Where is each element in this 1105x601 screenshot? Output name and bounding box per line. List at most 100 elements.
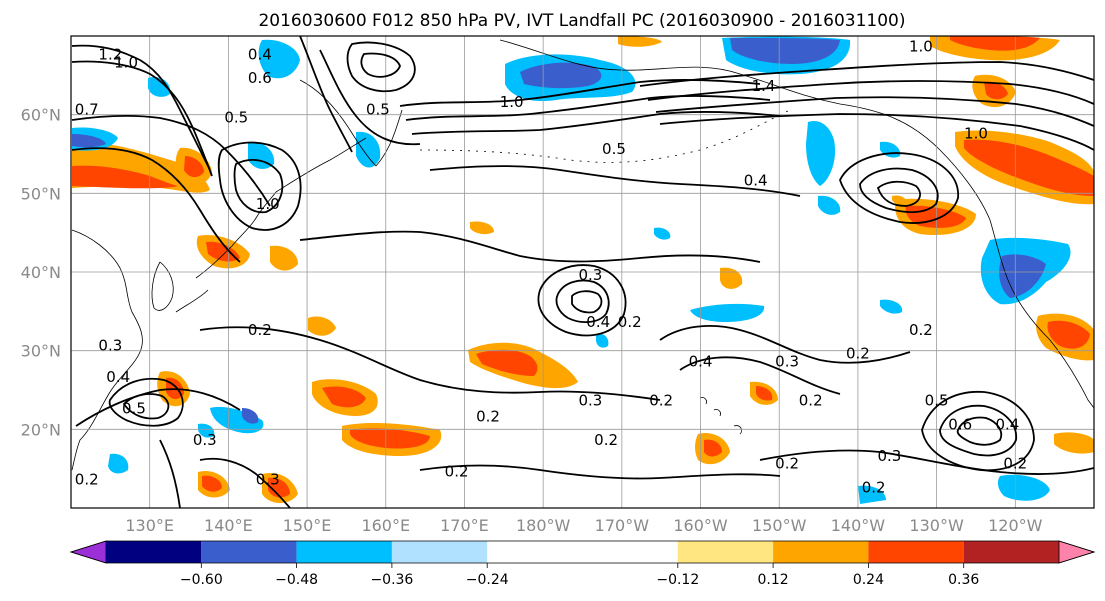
contour-label: 0.2 bbox=[846, 345, 870, 363]
colorbar-cell bbox=[773, 541, 869, 563]
shading-positive-core bbox=[184, 156, 204, 178]
pv-contour bbox=[639, 61, 1094, 87]
shading-positive-core bbox=[72, 165, 178, 189]
contour-label: 0.2 bbox=[1003, 455, 1027, 473]
pv-contour bbox=[956, 416, 1003, 446]
longitude-ticks: 130°E 140°E 150°E 160°E 170°E 180°W 170°W 160°W… bbox=[125, 516, 1042, 535]
contour-label: 0.5 bbox=[122, 400, 146, 418]
shading-positive-core bbox=[206, 241, 240, 262]
colorbar-cell bbox=[296, 541, 392, 563]
colorbar-tick-label: −0.24 bbox=[466, 572, 509, 588]
contour-label: 0.4 bbox=[248, 46, 272, 64]
contour-label: 1.0 bbox=[909, 38, 933, 56]
coastline-north-america bbox=[989, 219, 1094, 409]
shading-positive-core bbox=[476, 349, 538, 376]
contour-label: 0.2 bbox=[75, 470, 99, 488]
pv-contour bbox=[71, 60, 213, 177]
coastline-asia bbox=[71, 229, 143, 471]
shading-negative-region bbox=[858, 485, 886, 504]
contour-label: 0.2 bbox=[618, 313, 642, 331]
shading-negative-region bbox=[108, 453, 129, 474]
colorbar-tick-label: 0.12 bbox=[758, 572, 789, 588]
colorbar-cell bbox=[677, 541, 774, 563]
shading-negative-core bbox=[520, 62, 602, 89]
contour-label: 0.3 bbox=[256, 470, 280, 488]
contour-label: 0.3 bbox=[98, 337, 122, 355]
shading-positive-core bbox=[950, 36, 1040, 51]
shading-negative-region bbox=[880, 299, 903, 314]
pv-contour bbox=[537, 264, 627, 337]
pv-contour bbox=[233, 159, 284, 214]
shading-positive-core bbox=[322, 386, 366, 408]
pv-contour bbox=[71, 147, 241, 263]
shading-negative-core bbox=[72, 134, 106, 148]
coastline-alaska bbox=[499, 39, 991, 221]
shading-positive-region bbox=[720, 267, 743, 289]
contour-label: 1.2 bbox=[98, 46, 122, 64]
longitude-tick-label: 160°W bbox=[673, 516, 728, 535]
contour-label: 0.5 bbox=[925, 392, 949, 410]
contour-label: 0.2 bbox=[248, 321, 272, 339]
pv-contour bbox=[876, 180, 921, 207]
pv-contour bbox=[555, 279, 610, 323]
pv-contour bbox=[346, 41, 416, 93]
latitude-tick-label: 30°N bbox=[21, 342, 61, 361]
coastline-hawaii bbox=[699, 397, 742, 435]
contour-label: 0.3 bbox=[578, 266, 602, 284]
pv-contour bbox=[759, 449, 1094, 475]
latitude-tick-label: 60°N bbox=[21, 106, 61, 125]
longitude-tick-label: 150°E bbox=[283, 516, 332, 535]
pv-contour bbox=[71, 114, 271, 207]
contour-label: 0.7 bbox=[75, 101, 99, 119]
contour-label: 1.0 bbox=[964, 124, 988, 142]
shading-negative-region bbox=[210, 406, 264, 434]
shading-negative-region bbox=[258, 39, 300, 79]
colorbar-extend-high bbox=[1058, 540, 1096, 564]
contour-label: 0.5 bbox=[602, 140, 626, 158]
colorbar-cell bbox=[106, 541, 202, 563]
contour-label: 1.4 bbox=[752, 77, 776, 95]
shading-negative-region bbox=[690, 303, 765, 322]
contour-label: 0.6 bbox=[248, 69, 272, 87]
coastlines bbox=[71, 39, 1094, 471]
pv-contour bbox=[405, 94, 771, 121]
pv-contours bbox=[71, 36, 1094, 508]
pv-contour bbox=[299, 36, 353, 153]
contour-label: 0.3 bbox=[775, 352, 799, 370]
latitude-tick-label: 20°N bbox=[21, 420, 61, 439]
contour-label: 0.3 bbox=[877, 447, 901, 465]
shading-positive-region bbox=[892, 195, 907, 205]
pv-contour bbox=[122, 393, 170, 420]
shading-negative-region bbox=[818, 195, 841, 215]
shading-positive-core bbox=[756, 386, 773, 401]
shading-negative-region bbox=[654, 227, 671, 240]
pv-contour bbox=[199, 457, 291, 508]
longitude-tick-label: 170°W bbox=[595, 516, 650, 535]
colorbar-tick-label: 0.24 bbox=[853, 572, 884, 588]
shading-positive-region bbox=[618, 36, 662, 47]
contour-label: 0.4 bbox=[996, 415, 1020, 433]
pv-contour bbox=[429, 165, 801, 197]
pv-contour bbox=[859, 167, 939, 213]
contour-label: 0.4 bbox=[106, 368, 130, 386]
pv-contour bbox=[319, 49, 421, 146]
map-frame bbox=[70, 35, 1095, 509]
contour-label: 0.3 bbox=[578, 392, 602, 410]
contour-label: 0.2 bbox=[594, 431, 618, 449]
colorbar: −0.60 −0.48 −0.36 −0.24 −0.12 0.12 0.24 0.36 bbox=[69, 540, 1096, 588]
pv-contour bbox=[659, 113, 1094, 151]
shading-negative-core bbox=[730, 38, 840, 64]
pv-contour bbox=[159, 439, 181, 508]
figure-title: 2016030600 F012 850 hPa PV, IVT Landfall… bbox=[258, 11, 905, 31]
contour-label: 1.0 bbox=[114, 53, 138, 71]
colorbar-cells bbox=[69, 540, 1096, 564]
contour-label: 0.4 bbox=[689, 352, 713, 370]
contour-label: 0.2 bbox=[775, 455, 799, 473]
pv-contour bbox=[655, 96, 1094, 127]
colorbar-cell bbox=[487, 541, 678, 563]
shading-positive-region bbox=[308, 316, 336, 336]
colorbar-tick-label: −0.36 bbox=[370, 572, 413, 588]
pv-contour bbox=[411, 110, 781, 135]
contour-label: 0.2 bbox=[799, 392, 823, 410]
